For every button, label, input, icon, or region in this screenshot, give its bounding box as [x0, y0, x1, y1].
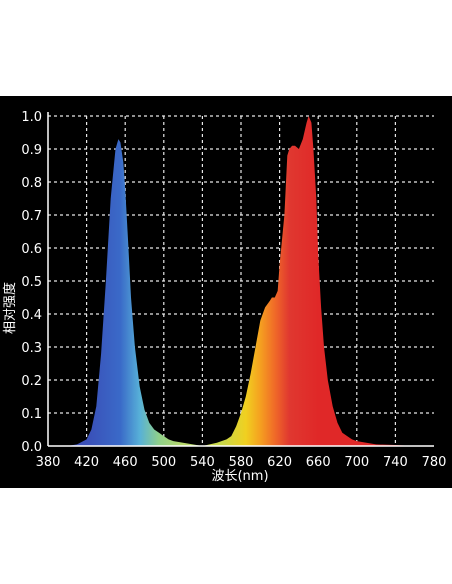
x-tick-label: 660 [306, 455, 331, 470]
y-tick-label: 0.6 [21, 242, 42, 257]
y-tick-label: 0.5 [21, 275, 42, 290]
chart-frame: 0.0 0.1 0.2 0.3 0.4 0.5 0.6 0.7 0.8 0.9 1.0 380 420… [0, 96, 452, 488]
spectrum-chart: 0.0 0.1 0.2 0.3 0.4 0.5 0.6 0.7 0.8 0.9 1.0 380 420… [2, 110, 447, 484]
x-tick-label: 700 [344, 455, 369, 470]
x-tick-label: 580 [229, 455, 254, 470]
x-tick-label: 460 [113, 455, 138, 470]
x-tick-label: 740 [383, 455, 408, 470]
y-tick-label: 0.1 [21, 407, 42, 422]
y-tick-label: 0.8 [21, 176, 42, 191]
spectrum-peak-2 [202, 116, 415, 446]
y-tick-label: 0.3 [21, 341, 42, 356]
y-tick-label: 0.2 [21, 374, 42, 389]
x-tick-label: 420 [74, 455, 99, 470]
y-tick-label: 0.4 [21, 308, 42, 323]
spectrum-areas [67, 116, 415, 446]
x-tick-label: 780 [422, 455, 447, 470]
x-axis-label: 波长(nm) [211, 469, 268, 484]
y-tick-labels: 0.0 0.1 0.2 0.3 0.4 0.5 0.6 0.7 0.8 0.9 1.0 [21, 110, 42, 455]
y-tick-label: 0.9 [21, 143, 42, 158]
y-tick-label: 1.0 [21, 110, 42, 125]
x-tick-label: 380 [36, 455, 61, 470]
x-tick-label: 540 [190, 455, 215, 470]
spectrum-peak-1 [67, 139, 203, 446]
y-tick-label: 0.7 [21, 209, 42, 224]
x-tick-label: 620 [267, 455, 292, 470]
x-tick-label: 500 [151, 455, 176, 470]
y-tick-label: 0.0 [21, 440, 42, 455]
axes [47, 112, 434, 447]
y-axis-label: 相对强度 [2, 282, 18, 334]
x-tick-labels: 380 420 460 500 540 580 620 660 700 740 780 [36, 455, 447, 470]
